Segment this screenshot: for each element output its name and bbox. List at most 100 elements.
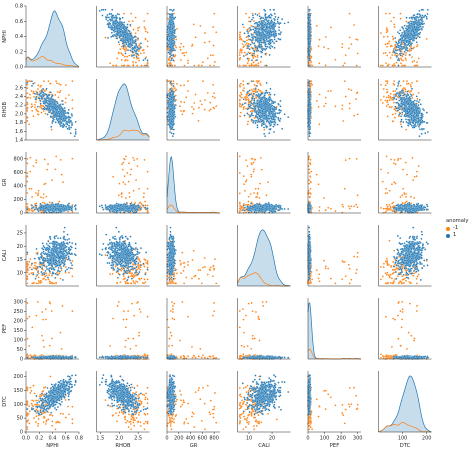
scatter-point [119,44,121,46]
scatter-point [310,34,312,36]
scatter-point [56,101,58,103]
scatter-point [239,95,241,97]
scatter-point [121,59,123,61]
scatter-point [250,104,252,106]
scatter-point [174,65,176,67]
scatter-point [250,44,252,46]
scatter-point [387,43,389,45]
scatter-point [63,118,65,120]
scatter-point [264,23,266,25]
scatter-point [120,26,122,28]
scatter-point [56,82,58,84]
scatter-point [121,65,123,67]
scatter-point [406,28,408,30]
y-tick-label: 0.8 [15,4,23,10]
scatter-point [131,50,133,52]
scatter-point [412,61,414,63]
scatter-point [65,98,67,100]
scatter-point [54,100,56,102]
scatter-point [173,83,175,85]
scatter-point [264,49,266,51]
scatter-point [192,44,194,46]
scatter-point [403,53,405,55]
scatter-point [409,17,411,19]
scatter-point [239,37,241,39]
scatter-point [123,13,125,15]
scatter-point [259,44,261,46]
scatter-point [50,126,52,128]
scatter-point [140,52,142,54]
scatter-point [417,24,419,26]
scatter-point [252,90,254,92]
scatter-point [400,46,402,48]
scatter-point [180,85,182,87]
scatter-point [107,37,109,39]
scatter-point [215,31,217,33]
scatter-point [250,25,252,27]
scatter-point [128,55,130,57]
scatter-point [252,39,254,41]
scatter-point [67,128,69,130]
scatter-point [242,43,244,45]
scatter-point [246,36,248,38]
scatter-point [170,102,172,104]
scatter-point [256,34,258,36]
scatter-point [323,46,325,48]
scatter-point [386,31,388,33]
scatter-point [125,53,127,55]
scatter-point [213,65,215,67]
scatter-point [175,89,177,91]
scatter-point [268,15,270,17]
scatter-point [344,62,346,64]
scatter-point [64,107,66,109]
scatter-point [248,17,250,19]
scatter-point [111,29,113,31]
scatter-point [171,96,173,98]
scatter-point [114,35,116,37]
scatter-point [105,16,107,18]
scatter-point [274,47,276,49]
scatter-point [147,31,149,33]
scatter-point [215,105,217,107]
scatter-point [252,110,254,112]
scatter-point [111,9,113,11]
scatter-point [393,17,395,19]
scatter-point [212,54,214,56]
scatter-point [136,49,138,51]
scatter-point [413,60,415,62]
scatter-point [174,49,176,51]
scatter-point [70,127,72,129]
y-tick-label: 1.4 [15,138,23,144]
scatter-point [114,17,116,19]
scatter-point [263,126,265,128]
scatter-point [255,65,257,67]
scatter-point [417,44,419,46]
scatter-point [60,90,62,92]
scatter-point [398,42,400,44]
scatter-point [114,31,116,33]
scatter-point [114,23,116,25]
scatter-point [242,40,244,42]
scatter-point [109,27,111,29]
scatter-point [50,91,52,93]
scatter-point [342,65,344,67]
scatter-point [187,62,189,64]
scatter-point [129,24,131,26]
scatter-point [66,121,68,123]
scatter-point [255,26,257,28]
scatter-point [345,54,347,56]
scatter-point [265,16,267,18]
scatter-point [137,53,139,55]
scatter-point [144,26,146,28]
panel-NPHI-vs-RHOB [97,6,150,67]
scatter-point [417,17,419,19]
scatter-point [169,9,171,11]
scatter-point [123,42,125,44]
scatter-point [130,13,132,15]
scatter-point [426,38,428,40]
scatter-point [168,59,170,61]
scatter-point [253,54,255,56]
scatter-point [401,34,403,36]
scatter-point [401,65,403,67]
